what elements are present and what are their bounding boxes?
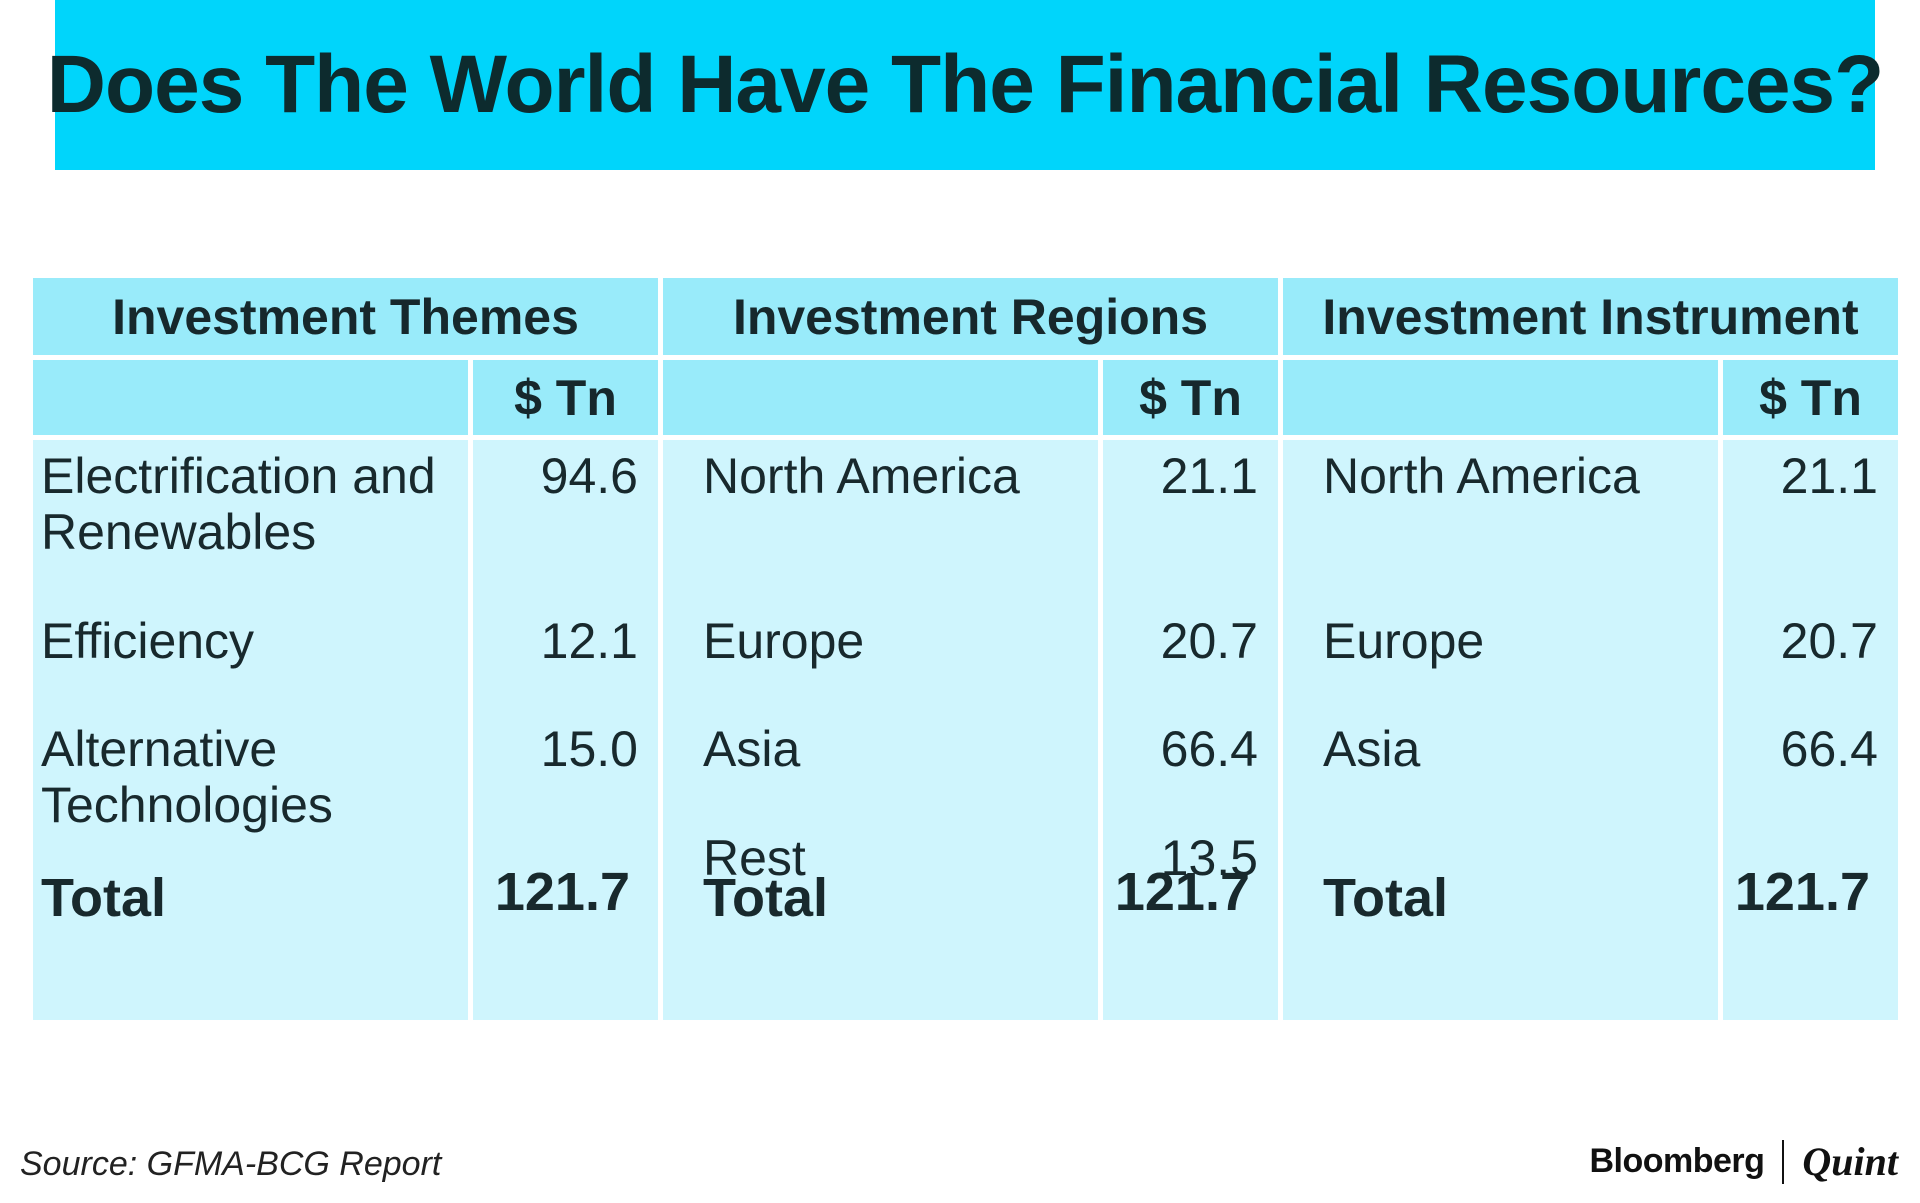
row-value: 21.1 xyxy=(1160,448,1258,504)
row-value: 21.1 xyxy=(1780,448,1878,504)
row-value: 20.7 xyxy=(1160,613,1258,669)
bloomberg-wordmark: Bloomberg xyxy=(1589,1142,1765,1180)
total-label: Total xyxy=(703,868,828,928)
row-label: Efficiency xyxy=(41,613,255,669)
subheader-label-cell xyxy=(1283,360,1718,435)
label-column xyxy=(663,440,1098,1020)
unit-header: $ Tn xyxy=(473,360,658,435)
row-label: Europe xyxy=(1323,613,1485,669)
logo-divider xyxy=(1782,1139,1785,1184)
section-header: Investment Themes xyxy=(33,278,658,355)
row-label: Alternative Technologies xyxy=(41,721,333,833)
total-label: Total xyxy=(1323,868,1448,928)
row-label: North America xyxy=(1323,448,1640,504)
quint-wordmark: Quint xyxy=(1802,1139,1898,1184)
chart-title: Does The World Have The Financial Resour… xyxy=(46,39,1884,130)
row-value: 66.4 xyxy=(1160,721,1258,777)
section-header: Investment Instrument xyxy=(1283,278,1898,355)
label-column xyxy=(1283,440,1718,1020)
value-column xyxy=(1723,440,1898,1020)
value-column xyxy=(473,440,658,1020)
row-value: 20.7 xyxy=(1780,613,1878,669)
row-value: 15.0 xyxy=(540,721,638,777)
row-label: Rest xyxy=(703,830,806,886)
row-value: 66.4 xyxy=(1780,721,1878,777)
row-value: 13.5 xyxy=(1160,830,1258,886)
row-label: Europe xyxy=(703,613,865,669)
total-value: 121.7 xyxy=(1734,862,1870,922)
total-value: 121.7 xyxy=(494,862,630,922)
title-banner: Does The World Have The Financial Resour… xyxy=(47,0,1884,170)
unit-header: $ Tn xyxy=(1103,360,1278,435)
row-label: Electrification and Renewables xyxy=(41,448,436,560)
investment-table: Investment Themes $ Tn Electrification and… xyxy=(33,278,1898,1020)
source-note: Source: GFMA-BCG Report xyxy=(20,1145,442,1183)
subheader-label-cell xyxy=(33,360,468,435)
row-value: 94.6 xyxy=(540,448,638,504)
subheader-label-cell xyxy=(663,360,1098,435)
total-label: Total xyxy=(41,868,166,928)
brand-logo: Bloomberg Quint xyxy=(1589,1138,1898,1185)
row-label: North America xyxy=(703,448,1020,504)
value-column xyxy=(1103,440,1278,1020)
row-value: 12.1 xyxy=(540,613,638,669)
section-header: Investment Regions xyxy=(663,278,1278,355)
unit-header: $ Tn xyxy=(1723,360,1898,435)
row-label: Asia xyxy=(1323,721,1421,777)
row-label: Asia xyxy=(703,721,801,777)
total-value: 121.7 xyxy=(1114,862,1250,922)
label-column xyxy=(33,440,468,1020)
